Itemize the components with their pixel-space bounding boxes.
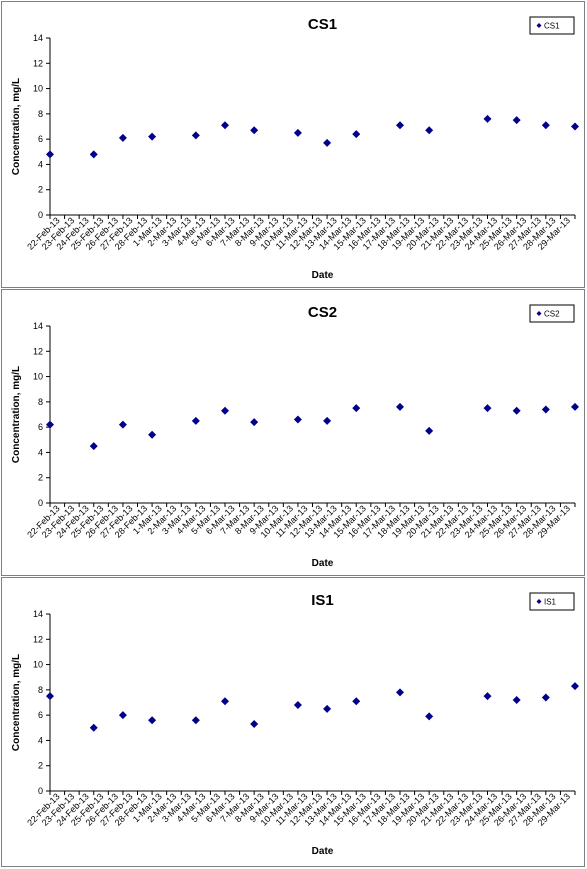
data-point <box>571 122 579 131</box>
legend-marker <box>536 599 542 604</box>
x-axis-title: Date <box>312 558 334 569</box>
data-point <box>512 406 521 415</box>
y-axis-title: Concentration, mg/L <box>11 78 22 175</box>
data-point <box>46 420 54 429</box>
data-point <box>148 132 157 141</box>
data-point <box>221 121 229 130</box>
data-point <box>352 130 361 139</box>
y-tick-label: 0 <box>38 786 43 796</box>
data-point <box>191 716 200 725</box>
y-tick-label: 2 <box>38 473 43 483</box>
data-point <box>425 712 434 721</box>
legend-marker <box>536 311 542 316</box>
data-point <box>541 121 550 130</box>
data-point <box>512 116 521 125</box>
data-point <box>46 150 54 159</box>
legend-box <box>529 592 575 611</box>
data-point <box>118 711 127 720</box>
data-point <box>571 402 579 411</box>
data-point <box>323 138 332 147</box>
y-tick-label: 8 <box>38 685 43 695</box>
data-point <box>191 131 200 140</box>
data-point <box>250 126 259 135</box>
y-tick-label: 10 <box>33 84 43 94</box>
y-tick-label: 2 <box>38 761 43 771</box>
chart-panel-is1: IS1 0 2 4 6 8 10 12 14 Concentration, mg/L 22-Feb-… <box>1 577 585 867</box>
chart-panel-cs2: CS2 0 2 4 6 8 10 12 14 Concentration, mg/L 22-Feb-… <box>1 289 585 576</box>
y-tick-label: 6 <box>38 134 43 144</box>
data-point <box>46 692 54 701</box>
x-axis-title: Date <box>312 846 334 857</box>
data-point <box>118 420 127 429</box>
legend-label: IS1 <box>544 598 557 607</box>
data-point <box>293 128 302 137</box>
data-point <box>323 416 332 425</box>
data-point <box>323 704 332 713</box>
legend-box <box>529 16 575 35</box>
y-tick-label: 4 <box>38 735 43 745</box>
data-point <box>512 695 521 704</box>
data-point <box>191 416 200 425</box>
data-point <box>483 692 492 701</box>
chart-title: IS1 <box>311 592 334 609</box>
legend-label: CS2 <box>544 310 560 319</box>
data-point <box>89 723 98 732</box>
data-point <box>148 716 157 725</box>
y-tick-label: 8 <box>38 109 43 119</box>
data-point <box>396 121 404 130</box>
y-tick-label: 6 <box>38 422 43 432</box>
y-tick-label: 14 <box>33 33 43 43</box>
data-point <box>541 693 550 702</box>
y-tick-label: 10 <box>33 660 43 670</box>
y-tick-label: 0 <box>38 498 43 508</box>
x-axis-title: Date <box>312 270 334 281</box>
data-point <box>250 418 259 427</box>
data-point <box>396 402 404 411</box>
data-point <box>352 404 361 413</box>
data-point <box>352 697 361 706</box>
chart-title: CS2 <box>308 304 337 321</box>
data-point <box>221 697 229 706</box>
y-tick-label: 14 <box>33 609 43 619</box>
y-axis-title: Concentration, mg/L <box>11 366 22 463</box>
data-point <box>89 442 98 451</box>
data-point <box>250 719 259 728</box>
legend-label: CS1 <box>544 22 560 31</box>
data-point <box>89 150 98 159</box>
data-point <box>293 701 302 710</box>
y-tick-label: 12 <box>33 634 43 644</box>
y-tick-label: 6 <box>38 710 43 720</box>
y-tick-label: 8 <box>38 397 43 407</box>
y-tick-label: 10 <box>33 372 43 382</box>
data-point <box>425 126 434 135</box>
data-point <box>293 415 302 424</box>
data-point <box>483 404 492 413</box>
y-axis-title: Concentration, mg/L <box>11 654 22 751</box>
data-point <box>118 133 127 142</box>
y-tick-label: 4 <box>38 447 43 457</box>
y-tick-label: 14 <box>33 321 43 331</box>
chart-title: CS1 <box>308 16 337 33</box>
y-tick-label: 0 <box>38 210 43 220</box>
y-tick-label: 12 <box>33 346 43 356</box>
data-point <box>571 682 579 691</box>
data-point <box>221 406 229 415</box>
legend-marker <box>536 23 542 28</box>
legend-box <box>529 304 575 323</box>
data-point <box>396 688 404 697</box>
y-tick-label: 4 <box>38 159 43 169</box>
chart-panel-cs1: CS1 0 2 4 6 8 10 12 14 Concentration, mg/L 22-Feb-… <box>1 1 585 288</box>
y-tick-label: 2 <box>38 185 43 195</box>
data-point <box>541 405 550 414</box>
data-point <box>425 426 434 435</box>
y-tick-label: 12 <box>33 58 43 68</box>
data-point <box>148 430 157 439</box>
data-point <box>483 114 492 123</box>
